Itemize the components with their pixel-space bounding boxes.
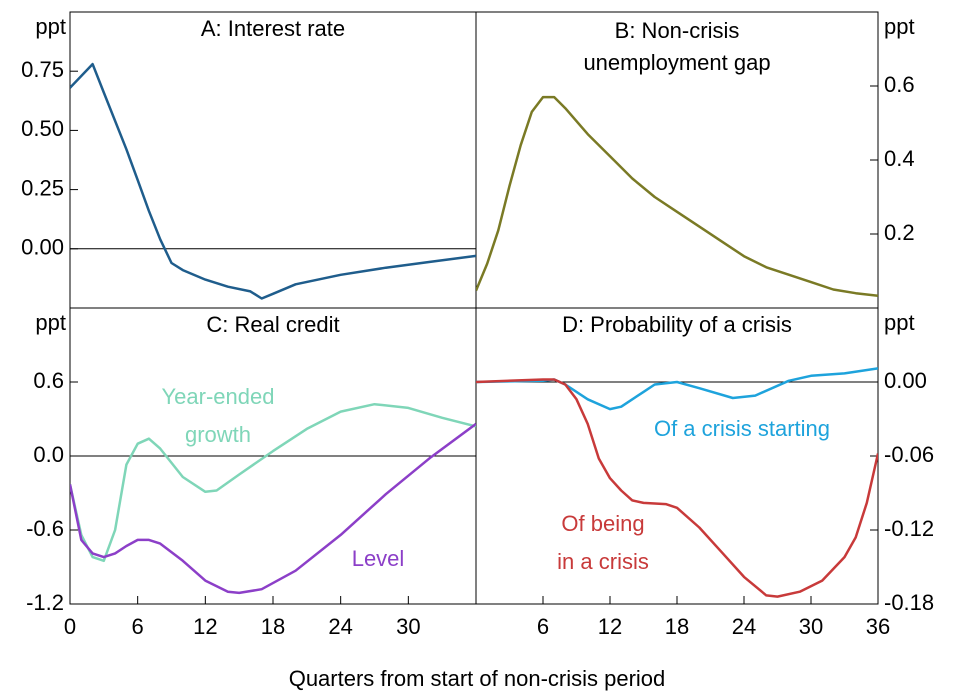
line-series <box>476 95 878 298</box>
y-tick-label: 0.00 <box>21 235 64 260</box>
x-tick-label: 0 <box>64 614 76 639</box>
x-tick-label: 24 <box>732 614 756 639</box>
series-label: Year-ended growth <box>162 384 275 447</box>
line-series <box>476 378 878 598</box>
x-tick-label: 30 <box>799 614 823 639</box>
line-series <box>70 402 476 563</box>
y-unit: ppt <box>884 14 915 39</box>
series-label: Of a crisis starting <box>654 416 830 441</box>
x-tick-label: 24 <box>328 614 352 639</box>
panel-title: unemployment gap <box>583 50 770 75</box>
panel-title: C: Real credit <box>206 312 339 337</box>
series-label: Of being in a crisis <box>557 511 649 574</box>
y-unit: ppt <box>884 310 915 335</box>
y-tick-label: 0.25 <box>21 175 64 200</box>
y-unit: ppt <box>35 14 66 39</box>
y-tick-label: 0.2 <box>884 220 915 245</box>
y-tick-label: 0.4 <box>884 146 915 171</box>
y-tick-label: 0.75 <box>21 57 64 82</box>
x-axis-label: Quarters from start of non-crisis period <box>289 666 666 691</box>
y-tick-label: 0.0 <box>33 442 64 467</box>
y-tick-label: -0.12 <box>884 516 934 541</box>
panel-title: D: Probability of a crisis <box>562 312 792 337</box>
y-tick-label: 0.00 <box>884 368 927 393</box>
y-tick-label: -0.18 <box>884 590 934 615</box>
x-tick-label: 6 <box>537 614 549 639</box>
panel-title: A: Interest rate <box>201 16 345 41</box>
x-tick-label: 12 <box>193 614 217 639</box>
y-tick-label: -0.6 <box>26 516 64 541</box>
x-tick-label: 18 <box>665 614 689 639</box>
line-series <box>70 422 476 595</box>
series-label: Level <box>352 546 405 571</box>
x-tick-label: 12 <box>598 614 622 639</box>
y-unit: ppt <box>35 310 66 335</box>
line-series <box>476 367 878 411</box>
y-tick-label: 0.50 <box>21 116 64 141</box>
x-tick-label: 30 <box>396 614 420 639</box>
x-tick-label: 6 <box>132 614 144 639</box>
y-tick-label: -0.06 <box>884 442 934 467</box>
x-tick-label: 18 <box>261 614 285 639</box>
line-series <box>70 62 476 300</box>
panel-title: B: Non-crisis <box>615 18 740 43</box>
x-tick-label: 36 <box>866 614 890 639</box>
y-tick-label: 0.6 <box>33 368 64 393</box>
y-tick-label: 0.6 <box>884 72 915 97</box>
y-tick-label: -1.2 <box>26 590 64 615</box>
